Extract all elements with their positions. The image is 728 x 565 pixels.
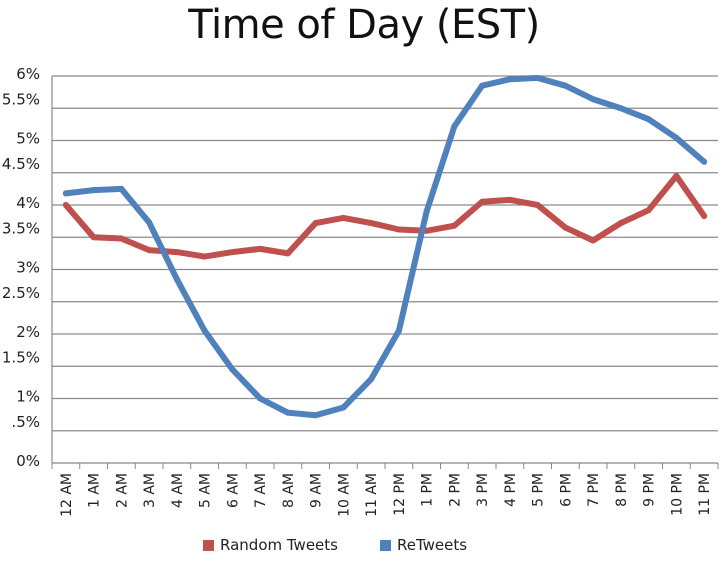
- data-point: [173, 276, 180, 283]
- data-point: [534, 202, 541, 208]
- series-line-random-tweets: [62, 172, 708, 260]
- data-point: [562, 82, 569, 89]
- data-point: [673, 172, 680, 179]
- x-tick-label: 4 PM: [503, 473, 519, 507]
- data-point: [62, 202, 69, 208]
- data-point: [62, 190, 69, 197]
- legend-item-random-tweets: Random Tweets: [203, 536, 338, 554]
- y-tick-label: 1%: [16, 388, 40, 406]
- data-point: [701, 158, 708, 165]
- data-point: [284, 250, 291, 257]
- data-point: [229, 249, 236, 256]
- x-tick-label: 11 AM: [364, 473, 380, 517]
- x-tick-label: 6 PM: [558, 473, 574, 507]
- y-tick-label: 3%: [16, 259, 40, 277]
- data-point: [479, 198, 486, 205]
- x-tick-label: 7 AM: [253, 473, 269, 508]
- x-tick-label: 4 AM: [170, 473, 186, 508]
- y-tick-label: 1.5%: [2, 348, 40, 366]
- data-point: [257, 245, 264, 252]
- data-point: [90, 234, 97, 241]
- data-point: [118, 235, 125, 242]
- series-lines: [62, 74, 708, 419]
- y-tick-label: 6%: [16, 65, 40, 83]
- data-point: [673, 134, 680, 141]
- data-point: [451, 123, 458, 130]
- y-tick-label: 2%: [16, 323, 40, 341]
- data-point: [423, 208, 430, 215]
- gridlines: [51, 75, 719, 469]
- data-point: [90, 187, 97, 194]
- x-tick-label: 5 AM: [198, 473, 214, 508]
- legend-label-retweets: ReTweets: [397, 536, 468, 554]
- data-point: [562, 224, 569, 231]
- data-point: [617, 220, 624, 227]
- y-axis-ticks: 0% .5% 1% 1.5% 2% 2.5% 3% 3.5% 4% 4.5% 5% 5.5% 6%: [2, 65, 40, 470]
- x-tick-label: 7 PM: [586, 473, 602, 507]
- data-point: [590, 237, 597, 244]
- data-point: [312, 220, 319, 227]
- data-point: [451, 222, 458, 229]
- data-point: [284, 409, 291, 416]
- data-point: [701, 212, 708, 219]
- y-tick-label: 0%: [16, 452, 40, 470]
- data-point: [617, 105, 624, 112]
- data-point: [395, 327, 402, 334]
- x-tick-label: 9 PM: [642, 473, 658, 507]
- y-tick-label: 4%: [16, 194, 40, 212]
- x-tick-label: 12 PM: [392, 473, 408, 516]
- data-point: [479, 82, 486, 89]
- x-tick-label: 5 PM: [531, 473, 547, 507]
- data-point: [368, 376, 375, 383]
- x-tick-label: 10 PM: [669, 473, 685, 516]
- data-point: [201, 253, 208, 260]
- chart-title: Time of Day (EST): [188, 2, 540, 48]
- data-point: [146, 247, 153, 254]
- data-point: [645, 207, 652, 214]
- data-point: [173, 249, 180, 256]
- data-point: [645, 116, 652, 123]
- x-axis-ticks: 12 AM 1 AM 2 AM 3 AM 4 AM 5 AM 6 AM 7 AM 8 AM 9 A…: [59, 473, 713, 517]
- y-tick-label: 3.5%: [2, 219, 40, 237]
- data-point: [312, 412, 319, 419]
- x-tick-label: 10 AM: [336, 473, 352, 517]
- data-point: [340, 214, 347, 221]
- data-point: [506, 76, 513, 83]
- x-tick-label: 1 PM: [420, 473, 436, 507]
- legend-swatch-random-tweets: [203, 539, 214, 551]
- x-tick-label: 2 AM: [114, 473, 130, 508]
- data-point: [118, 185, 125, 192]
- data-point: [340, 404, 347, 411]
- x-tick-label: 2 PM: [447, 473, 463, 507]
- x-tick-label: 3 AM: [142, 473, 158, 508]
- x-tick-label: 8 AM: [281, 473, 297, 508]
- x-tick-label: 9 AM: [309, 473, 325, 508]
- x-tick-label: 3 PM: [475, 473, 491, 507]
- data-point: [229, 366, 236, 373]
- y-tick-label: 4.5%: [2, 155, 40, 173]
- legend-item-retweets: ReTweets: [380, 536, 467, 554]
- data-point: [201, 327, 208, 334]
- data-point: [368, 220, 375, 227]
- data-point: [257, 395, 264, 402]
- data-point: [534, 74, 541, 81]
- data-point: [146, 219, 153, 226]
- series-line-retweets: [62, 74, 708, 419]
- x-tick-label: 11 PM: [697, 473, 713, 516]
- x-tick-label: 6 AM: [225, 473, 241, 508]
- y-tick-label: 5%: [16, 130, 40, 148]
- data-point: [395, 226, 402, 233]
- x-tick-label: 12 AM: [59, 473, 75, 517]
- legend-label-random-tweets: Random Tweets: [220, 536, 338, 554]
- legend-swatch-retweets: [380, 539, 391, 551]
- data-point: [590, 96, 597, 103]
- y-tick-label: 2.5%: [2, 284, 40, 302]
- data-point: [506, 196, 513, 203]
- y-tick-label: .5%: [11, 413, 40, 431]
- x-tick-label: 1 AM: [87, 473, 103, 508]
- y-tick-label: 5.5%: [2, 90, 40, 108]
- x-tick-label: 8 PM: [614, 473, 630, 507]
